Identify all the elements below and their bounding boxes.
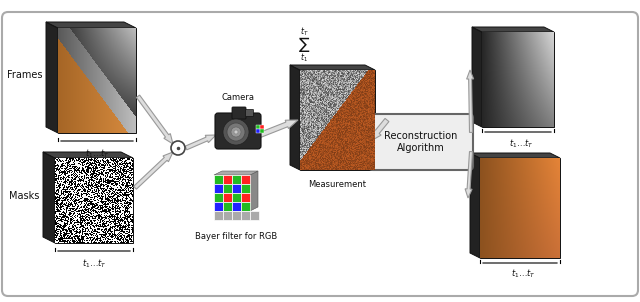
Bar: [223, 193, 232, 202]
Bar: [241, 202, 250, 211]
Circle shape: [227, 123, 245, 141]
Text: $t_1 \ldots t_T$: $t_1 \ldots t_T$: [81, 258, 106, 271]
Bar: [260, 129, 264, 133]
Bar: [214, 193, 223, 202]
Bar: [260, 125, 264, 129]
FancyArrow shape: [259, 120, 298, 137]
Bar: [256, 125, 260, 129]
FancyArrow shape: [134, 152, 173, 189]
Bar: [223, 202, 232, 211]
Polygon shape: [43, 152, 55, 243]
Polygon shape: [470, 153, 560, 158]
Text: $t_1 \ldots t_T$: $t_1 \ldots t_T$: [511, 268, 536, 281]
Text: Reconstruction
Algorithm: Reconstruction Algorithm: [384, 131, 458, 153]
Polygon shape: [214, 171, 258, 175]
Text: Masks: Masks: [8, 191, 39, 201]
Polygon shape: [290, 65, 300, 170]
Circle shape: [231, 127, 241, 137]
Bar: [214, 184, 223, 193]
FancyArrow shape: [136, 95, 173, 144]
Bar: [214, 202, 223, 211]
Bar: [241, 193, 250, 202]
Polygon shape: [43, 152, 133, 158]
Bar: [241, 211, 250, 220]
FancyBboxPatch shape: [232, 107, 246, 119]
FancyArrow shape: [465, 152, 472, 198]
FancyBboxPatch shape: [369, 114, 473, 170]
Text: Camera: Camera: [221, 93, 255, 102]
Bar: [58, 28, 136, 133]
Bar: [223, 184, 232, 193]
Bar: [482, 32, 554, 127]
FancyArrow shape: [467, 70, 474, 132]
Bar: [214, 211, 223, 220]
Bar: [480, 158, 560, 258]
Bar: [232, 211, 241, 220]
FancyBboxPatch shape: [215, 113, 261, 149]
FancyBboxPatch shape: [246, 110, 253, 117]
Bar: [241, 184, 250, 193]
FancyBboxPatch shape: [2, 12, 638, 296]
Bar: [55, 158, 133, 243]
FancyArrow shape: [185, 135, 216, 150]
Bar: [232, 202, 241, 211]
Bar: [214, 175, 223, 184]
Polygon shape: [290, 65, 375, 70]
Circle shape: [234, 130, 238, 134]
Text: $t_1 \ldots t_T$: $t_1 \ldots t_T$: [84, 148, 109, 160]
Text: Measurement: Measurement: [308, 180, 367, 189]
Bar: [232, 193, 241, 202]
Bar: [232, 184, 241, 193]
Bar: [241, 175, 250, 184]
Bar: [300, 70, 375, 170]
Polygon shape: [470, 153, 480, 258]
Bar: [223, 175, 232, 184]
FancyArrow shape: [369, 118, 389, 142]
Text: $t_1 \ldots t_T$: $t_1 \ldots t_T$: [509, 137, 534, 149]
Bar: [232, 175, 241, 184]
Polygon shape: [46, 22, 136, 28]
Polygon shape: [472, 27, 554, 32]
Bar: [256, 129, 260, 133]
Polygon shape: [250, 171, 258, 211]
Text: Frames: Frames: [6, 70, 42, 80]
Text: Bayer filter for RGB: Bayer filter for RGB: [195, 232, 277, 241]
Bar: [223, 211, 232, 220]
Bar: [250, 211, 259, 220]
Polygon shape: [472, 27, 482, 127]
Circle shape: [223, 119, 249, 145]
Text: $\sum_{t_1}^{t_T}$: $\sum_{t_1}^{t_T}$: [298, 26, 310, 65]
Polygon shape: [46, 22, 58, 133]
